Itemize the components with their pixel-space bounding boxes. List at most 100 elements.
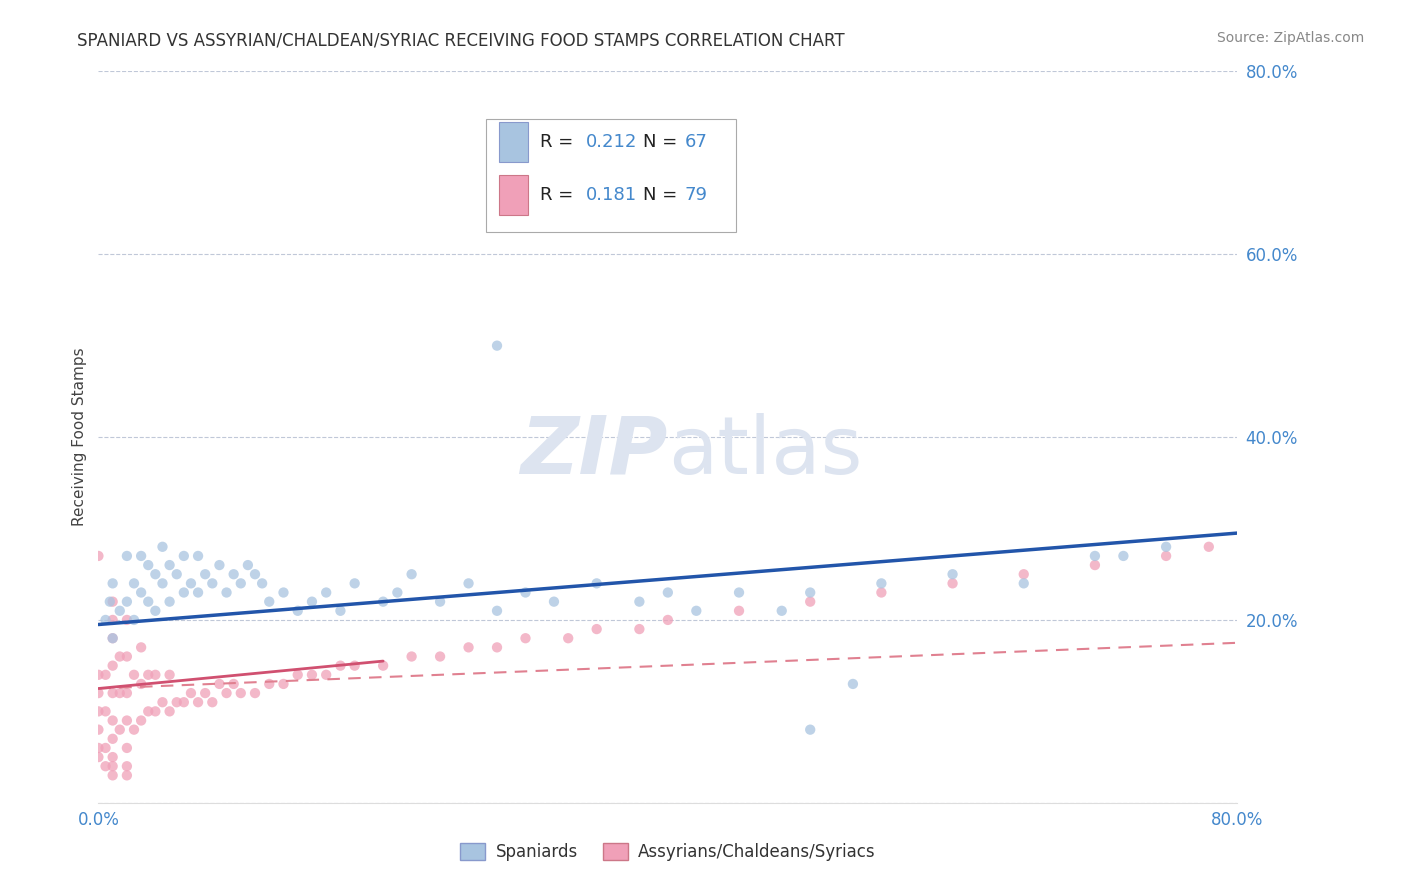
Point	[628, 622, 651, 636]
Point	[222, 567, 245, 582]
Point	[287, 604, 309, 618]
Point	[486, 338, 509, 352]
Text: N =: N =	[643, 133, 683, 151]
Text: R =: R =	[540, 186, 579, 204]
Point	[657, 585, 679, 599]
Point	[215, 686, 238, 700]
Point	[115, 768, 138, 782]
Point	[115, 594, 138, 608]
Point	[115, 649, 138, 664]
Point	[799, 594, 821, 608]
Point	[108, 604, 131, 618]
Text: 67: 67	[685, 133, 707, 151]
Point	[1154, 540, 1177, 554]
Point	[87, 549, 110, 563]
Point	[101, 576, 124, 591]
Point	[208, 677, 231, 691]
Point	[87, 667, 110, 681]
Point	[101, 759, 124, 773]
Point	[136, 558, 159, 573]
Point	[101, 750, 124, 764]
Point	[770, 604, 793, 618]
Point	[457, 640, 479, 655]
Point	[173, 695, 195, 709]
Point	[194, 686, 217, 700]
Point	[166, 567, 188, 582]
Point	[101, 613, 124, 627]
Point	[728, 604, 751, 618]
Point	[145, 604, 167, 618]
Point	[543, 202, 565, 216]
Point	[1112, 549, 1135, 563]
Point	[87, 740, 110, 755]
Point	[215, 585, 238, 599]
Point	[301, 594, 323, 608]
Point	[222, 677, 245, 691]
Point	[486, 640, 509, 655]
FancyBboxPatch shape	[499, 175, 527, 215]
Point	[101, 768, 124, 782]
Point	[87, 750, 110, 764]
Point	[136, 667, 159, 681]
Text: N =: N =	[643, 186, 683, 204]
Point	[259, 677, 281, 691]
Point	[159, 705, 181, 719]
Point	[152, 695, 174, 709]
Point	[115, 714, 138, 728]
Point	[129, 677, 152, 691]
Point	[870, 585, 893, 599]
Point	[129, 549, 152, 563]
Point	[842, 677, 865, 691]
Point	[87, 723, 110, 737]
Point	[129, 714, 152, 728]
Point	[94, 759, 117, 773]
Point	[87, 686, 110, 700]
Point	[101, 632, 124, 646]
Point	[329, 658, 352, 673]
Point	[870, 576, 893, 591]
Point	[1084, 549, 1107, 563]
Point	[515, 137, 537, 152]
Point	[728, 585, 751, 599]
Legend: Spaniards, Assyrians/Chaldeans/Syriacs: Spaniards, Assyrians/Chaldeans/Syriacs	[454, 836, 882, 868]
Point	[122, 613, 145, 627]
Point	[942, 576, 965, 591]
Point	[152, 540, 174, 554]
Point	[208, 558, 231, 573]
Point	[685, 604, 707, 618]
Point	[194, 567, 217, 582]
Point	[187, 585, 209, 599]
Point	[401, 567, 423, 582]
Point	[94, 740, 117, 755]
Point	[1154, 549, 1177, 563]
Text: 0.181: 0.181	[586, 186, 637, 204]
Point	[486, 604, 509, 618]
Point	[387, 585, 409, 599]
Point	[115, 549, 138, 563]
Point	[101, 686, 124, 700]
Point	[115, 759, 138, 773]
Point	[429, 649, 451, 664]
Point	[515, 632, 537, 646]
Point	[180, 576, 202, 591]
Point	[373, 658, 395, 673]
Point	[515, 585, 537, 599]
Point	[101, 714, 124, 728]
Point	[1198, 540, 1220, 554]
Point	[229, 686, 252, 700]
Point	[145, 567, 167, 582]
Point	[315, 667, 337, 681]
Point	[628, 594, 651, 608]
Point	[159, 594, 181, 608]
Point	[201, 576, 224, 591]
Y-axis label: Receiving Food Stamps: Receiving Food Stamps	[72, 348, 87, 526]
Point	[329, 604, 352, 618]
Point	[115, 613, 138, 627]
Point	[585, 576, 607, 591]
Point	[243, 686, 266, 700]
Point	[94, 613, 117, 627]
Point	[101, 594, 124, 608]
Point	[401, 649, 423, 664]
Point	[166, 695, 188, 709]
Point	[229, 576, 252, 591]
